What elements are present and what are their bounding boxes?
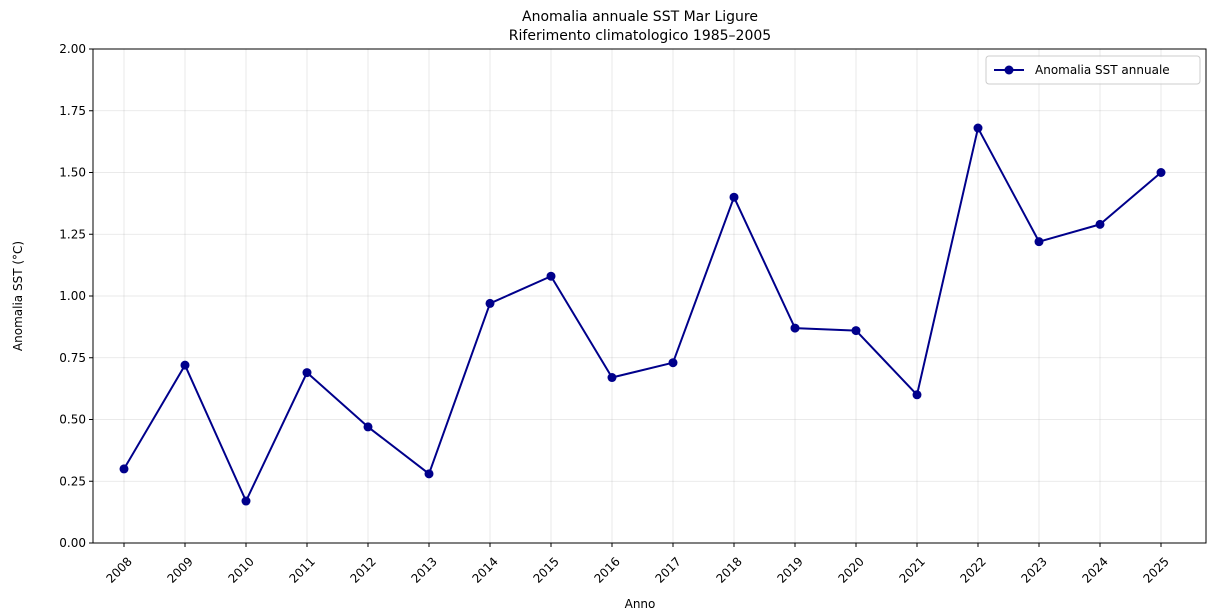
- y-tick-label: 1.75: [59, 104, 86, 118]
- x-tick-label: 2023: [1018, 554, 1049, 585]
- data-point: [302, 368, 312, 378]
- data-point: [668, 358, 678, 368]
- data-point: [241, 496, 251, 506]
- y-tick-label: 0.00: [59, 536, 86, 550]
- y-tick-label: 2.00: [59, 42, 86, 56]
- y-tick-label: 0.75: [59, 351, 86, 365]
- data-point: [1034, 237, 1044, 247]
- data-point: [119, 464, 129, 474]
- legend-frame: [985, 55, 1201, 85]
- x-tick-label: 2017: [652, 554, 683, 585]
- data-point: [790, 323, 800, 333]
- x-tick-label: 2019: [774, 554, 805, 585]
- x-tick-label: 2024: [1079, 554, 1110, 585]
- x-tick-label: 2020: [835, 554, 866, 585]
- y-tick-label: 1.50: [59, 166, 86, 180]
- x-axis-label: Anno: [625, 597, 656, 610]
- data-point: [485, 298, 495, 308]
- legend-label: Anomalia SST annuale: [1035, 63, 1170, 77]
- data-series: [119, 123, 1166, 506]
- x-tick-label: 2025: [1140, 554, 1171, 585]
- series-line: [123, 127, 1162, 503]
- legend-marker-swatch: [1004, 65, 1014, 75]
- data-point: [424, 469, 434, 479]
- legend: Anomalia SST annuale: [985, 55, 1201, 85]
- data-point: [363, 422, 373, 432]
- x-tick-label: 2008: [103, 554, 134, 585]
- y-tick-label: 0.25: [59, 474, 86, 488]
- data-point: [1095, 219, 1105, 229]
- x-tick-label: 2016: [591, 554, 622, 585]
- data-point: [851, 326, 861, 336]
- data-point: [180, 360, 190, 370]
- axis-ticks: 2008 2009 2010 2011 2012 2013 2014 2015 2016 2017…: [59, 42, 1172, 586]
- chart-subtitle: Riferimento climatologico 1985–2005: [509, 28, 771, 44]
- data-point: [973, 123, 983, 133]
- x-tick-label: 2014: [469, 554, 500, 585]
- data-point: [546, 271, 556, 281]
- y-tick-label: 1.25: [59, 227, 86, 241]
- y-tick-label: 1.00: [59, 289, 86, 303]
- x-tick-label: 2009: [164, 554, 195, 585]
- x-tick-label: 2015: [530, 554, 561, 585]
- x-tick-label: 2018: [713, 554, 744, 585]
- x-tick-label: 2012: [347, 554, 378, 585]
- y-tick-label: 0.50: [59, 413, 86, 427]
- data-point: [729, 192, 739, 202]
- x-tick-label: 2010: [225, 554, 256, 585]
- x-tick-label: 2013: [408, 554, 439, 585]
- x-tick-label: 2021: [896, 554, 927, 585]
- y-axis-label: Anomalia SST (°C): [11, 241, 25, 351]
- chart-title: Anomalia annuale SST Mar Ligure: [522, 9, 758, 25]
- grid: [93, 48, 1206, 544]
- x-tick-label: 2011: [286, 554, 317, 585]
- data-point: [912, 390, 922, 400]
- data-point: [607, 373, 617, 383]
- x-tick-label: 2022: [957, 554, 988, 585]
- data-point: [1156, 168, 1166, 177]
